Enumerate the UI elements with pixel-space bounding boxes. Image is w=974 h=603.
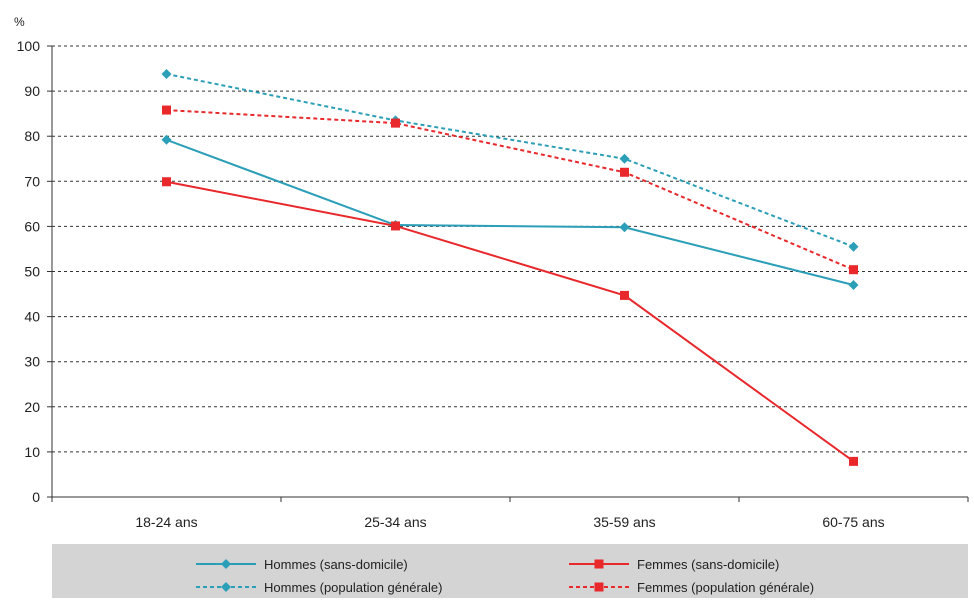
data-point-series-3 [620, 167, 629, 177]
series-line-3 [166, 109, 854, 271]
data-point-series-1 [162, 177, 171, 187]
y-tick-label: 20 [24, 399, 40, 415]
data-point-series-3 [849, 265, 858, 275]
series-line-2 [166, 72, 854, 248]
y-tick-label: 50 [24, 264, 40, 280]
axes: 0 10 20 30 40 50 60 70 80 90 100% 18-24 ans 25-34 an… [14, 15, 969, 530]
y-tick-label: 100 [17, 38, 41, 54]
y-tick-label: 70 [24, 173, 40, 189]
y-tick-label: 30 [24, 354, 40, 370]
x-tick-label: 35-59 ans [593, 514, 655, 530]
series-line-0 [166, 138, 854, 286]
legend-background [52, 544, 968, 598]
y-tick-label: 90 [24, 83, 40, 99]
legend: Hommes (sans-domicile) Hommes (population… [52, 544, 968, 598]
legend-label: Hommes (sans-domicile) [264, 557, 408, 572]
legend-marker-2 [221, 582, 231, 592]
series-lines [161, 68, 859, 466]
legend-label: Femmes (sans-domicile) [637, 557, 779, 572]
grid-lines [52, 45, 968, 453]
data-point-series-2 [161, 68, 172, 79]
y-tick-label: 10 [24, 444, 40, 460]
legend-marker-1 [594, 559, 604, 569]
series-line-1 [166, 180, 855, 463]
legend-label: Femmes (population générale) [637, 580, 814, 595]
data-point-series-1 [620, 290, 629, 300]
data-point-series-1 [391, 221, 400, 231]
data-point-series-0 [848, 280, 859, 291]
data-point-series-0 [619, 222, 630, 233]
data-point-series-0 [161, 134, 172, 145]
data-point-series-2 [619, 153, 630, 164]
y-axis-unit-label: % [14, 15, 25, 29]
x-tick-label: 60-75 ans [822, 514, 884, 530]
data-point-series-3 [162, 105, 171, 115]
legend-marker-3 [594, 582, 604, 592]
y-tick-label: 80 [24, 128, 40, 144]
x-tick-label: 18-24 ans [135, 514, 197, 530]
x-tick-label: 25-34 ans [364, 514, 426, 530]
data-point-series-2 [848, 241, 859, 252]
data-point-series-1 [849, 456, 858, 466]
legend-marker-0 [221, 559, 231, 569]
data-point-series-3 [391, 118, 400, 128]
y-tick-label: 60 [24, 218, 40, 234]
legend-label: Hommes (population générale) [264, 580, 442, 595]
y-tick-label: 40 [24, 309, 40, 325]
y-tick-label: 0 [32, 489, 40, 505]
